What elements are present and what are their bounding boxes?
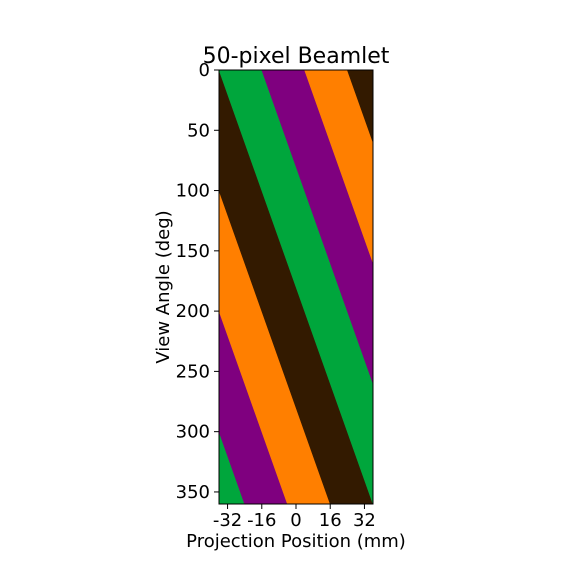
y-tick-label-7: 350 <box>176 482 210 503</box>
x-tick-label-3: 16 <box>319 510 342 531</box>
stripe-8 <box>347 70 373 144</box>
x-tick-label-0: -32 <box>213 510 242 531</box>
stripe-7 <box>304 70 373 264</box>
chart-title: 50-pixel Beamlet <box>203 44 390 69</box>
x-tick-label-4: 32 <box>353 510 376 531</box>
stripe-6 <box>261 70 373 385</box>
y-tick-label-4: 200 <box>176 301 210 322</box>
y-tick-label-3: 150 <box>176 241 210 262</box>
y-tick-label-2: 100 <box>176 181 210 202</box>
x-tick-label-2: 0 <box>290 510 301 531</box>
heatmap-stripes <box>219 70 373 504</box>
y-axis-ticks: 0 50 100 150 200 250 300 350 <box>176 60 219 503</box>
y-tick-label-1: 50 <box>187 120 210 141</box>
y-tick-label-0: 0 <box>199 60 210 81</box>
x-axis-ticks: -32 -16 0 16 32 <box>213 504 376 531</box>
y-axis-label: View Angle (deg) <box>153 210 174 363</box>
x-axis-label: Projection Position (mm) <box>186 531 406 552</box>
x-tick-label-1: -16 <box>247 510 276 531</box>
y-tick-label-6: 300 <box>176 422 210 443</box>
y-tick-label-5: 250 <box>176 361 210 382</box>
stripe-5 <box>219 70 373 504</box>
